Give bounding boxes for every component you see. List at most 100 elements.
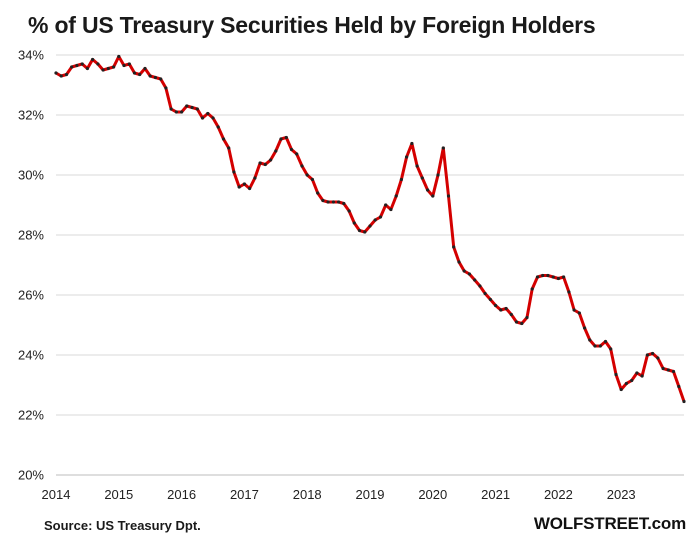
data-point [289,147,294,152]
data-point [373,218,377,222]
data-point [405,155,409,159]
data-point [269,158,273,162]
data-point [666,368,670,372]
data-point [211,116,215,120]
data-point [106,66,110,71]
data-point [651,351,655,356]
data-point [399,177,403,182]
data-point [457,260,461,264]
data-point [80,62,84,66]
data-point [96,62,100,66]
data-point [410,141,414,146]
source-note: Source: US Treasury Dpt. [44,518,201,533]
y-tick-label: 20% [18,468,44,483]
data-point [195,107,199,111]
data-point [572,308,576,312]
series-path [54,55,686,403]
data-point [556,276,561,281]
data-point [227,146,231,150]
data-point [347,209,351,213]
data-point [242,182,246,186]
data-point [122,63,126,68]
data-point [378,215,383,219]
data-point [389,207,393,212]
data-point [598,344,602,348]
data-point [310,177,314,182]
data-point [75,63,79,68]
data-point [431,194,435,198]
data-point [200,116,205,120]
data-point [478,284,482,288]
x-tick-label: 2020 [418,487,447,502]
data-point [661,366,665,371]
data-point [514,320,519,324]
data-point [562,275,566,279]
data-point [488,297,492,302]
data-point [352,221,356,225]
data-point [677,384,681,389]
data-point [70,65,74,69]
data-point [525,315,529,320]
data-point [138,72,142,77]
data-point [237,185,241,189]
data-point [279,137,283,141]
chart-title: % of US Treasury Securities Held by Fore… [28,12,596,38]
data-point [682,399,686,404]
y-tick-label: 26% [18,288,44,303]
data-point [441,146,445,150]
data-point [300,164,304,168]
data-point [609,347,613,351]
data-point [368,224,372,228]
data-point [541,273,545,278]
data-point [462,269,466,273]
data-point [520,321,524,326]
data-point [473,278,477,282]
data-point [331,200,335,204]
data-point [567,290,571,294]
y-tick-label: 34% [18,48,44,63]
y-tick-label: 30% [18,168,44,183]
data-point [258,161,262,165]
data-point [499,308,503,312]
data-point [117,54,121,59]
data-point [127,62,131,66]
data-point [593,344,597,348]
data-point [394,194,398,198]
data-point [624,381,629,386]
series-line [54,55,686,403]
data-point [551,275,555,279]
data-point [614,372,618,377]
data-point [342,201,346,206]
data-point [263,162,267,167]
x-axis-ticks: 2014 2015 2016 2017 2018 2019 2020 2021 2022 2023 [42,487,636,502]
data-point [180,110,184,114]
data-point [232,170,236,174]
data-point [132,71,137,75]
data-point [535,275,540,279]
data-point [588,338,592,342]
data-point [504,306,508,311]
data-point [185,104,189,108]
data-point [274,149,278,153]
data-point [635,371,639,375]
data-point [316,191,320,195]
data-point [321,198,325,203]
data-point [64,72,69,77]
data-point [619,387,623,392]
data-point [436,173,440,177]
data-point [85,66,89,71]
data-point [295,152,299,156]
x-tick-label: 2022 [544,487,573,502]
data-point [112,65,116,69]
data-point [509,312,513,317]
data-point [253,176,257,180]
data-point [284,135,288,140]
data-point [420,176,424,180]
data-point [452,245,456,249]
data-point [494,303,498,308]
data-point [483,291,487,296]
data-point [221,137,226,141]
data-point [630,378,634,383]
data-point [467,272,471,276]
